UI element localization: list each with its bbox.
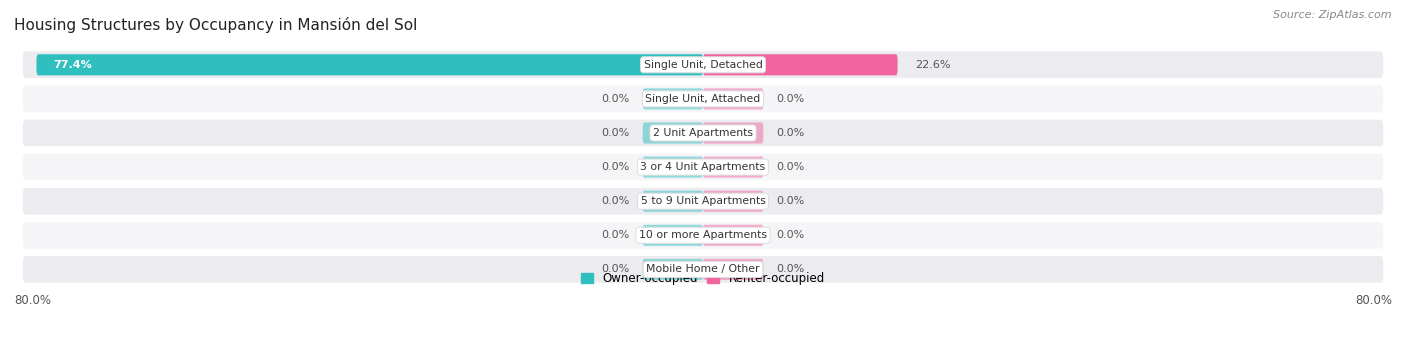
- FancyBboxPatch shape: [22, 86, 1384, 112]
- FancyBboxPatch shape: [703, 191, 763, 212]
- Text: Mobile Home / Other: Mobile Home / Other: [647, 264, 759, 275]
- Text: Housing Structures by Occupancy in Mansión del Sol: Housing Structures by Occupancy in Mansi…: [14, 17, 418, 33]
- Text: 77.4%: 77.4%: [53, 60, 93, 70]
- Text: 2 Unit Apartments: 2 Unit Apartments: [652, 128, 754, 138]
- FancyBboxPatch shape: [703, 122, 763, 144]
- Text: 3 or 4 Unit Apartments: 3 or 4 Unit Apartments: [641, 162, 765, 172]
- FancyBboxPatch shape: [643, 225, 703, 246]
- FancyBboxPatch shape: [22, 188, 1384, 214]
- FancyBboxPatch shape: [37, 54, 703, 75]
- Text: 0.0%: 0.0%: [776, 128, 804, 138]
- FancyBboxPatch shape: [643, 157, 703, 178]
- Text: 0.0%: 0.0%: [776, 196, 804, 206]
- FancyBboxPatch shape: [703, 225, 763, 246]
- Text: 0.0%: 0.0%: [602, 162, 630, 172]
- Text: Single Unit, Detached: Single Unit, Detached: [644, 60, 762, 70]
- Text: 0.0%: 0.0%: [602, 94, 630, 104]
- Text: Single Unit, Attached: Single Unit, Attached: [645, 94, 761, 104]
- FancyBboxPatch shape: [703, 88, 763, 109]
- Text: 0.0%: 0.0%: [776, 162, 804, 172]
- FancyBboxPatch shape: [643, 191, 703, 212]
- Legend: Owner-occupied, Renter-occupied: Owner-occupied, Renter-occupied: [576, 267, 830, 290]
- Text: 5 to 9 Unit Apartments: 5 to 9 Unit Apartments: [641, 196, 765, 206]
- FancyBboxPatch shape: [22, 154, 1384, 180]
- Text: 22.6%: 22.6%: [915, 60, 950, 70]
- Text: 0.0%: 0.0%: [776, 230, 804, 240]
- FancyBboxPatch shape: [643, 122, 703, 144]
- Text: 0.0%: 0.0%: [776, 264, 804, 275]
- Text: 0.0%: 0.0%: [602, 196, 630, 206]
- FancyBboxPatch shape: [643, 259, 703, 280]
- FancyBboxPatch shape: [703, 157, 763, 178]
- Text: 0.0%: 0.0%: [602, 128, 630, 138]
- Text: 80.0%: 80.0%: [1355, 294, 1392, 307]
- Text: 80.0%: 80.0%: [14, 294, 51, 307]
- FancyBboxPatch shape: [22, 222, 1384, 249]
- Text: 0.0%: 0.0%: [602, 230, 630, 240]
- Text: 0.0%: 0.0%: [602, 264, 630, 275]
- FancyBboxPatch shape: [22, 120, 1384, 146]
- FancyBboxPatch shape: [703, 259, 763, 280]
- Text: 10 or more Apartments: 10 or more Apartments: [638, 230, 768, 240]
- Text: Source: ZipAtlas.com: Source: ZipAtlas.com: [1274, 10, 1392, 20]
- FancyBboxPatch shape: [703, 54, 897, 75]
- Text: 0.0%: 0.0%: [776, 94, 804, 104]
- FancyBboxPatch shape: [22, 51, 1384, 78]
- FancyBboxPatch shape: [22, 256, 1384, 283]
- FancyBboxPatch shape: [643, 88, 703, 109]
